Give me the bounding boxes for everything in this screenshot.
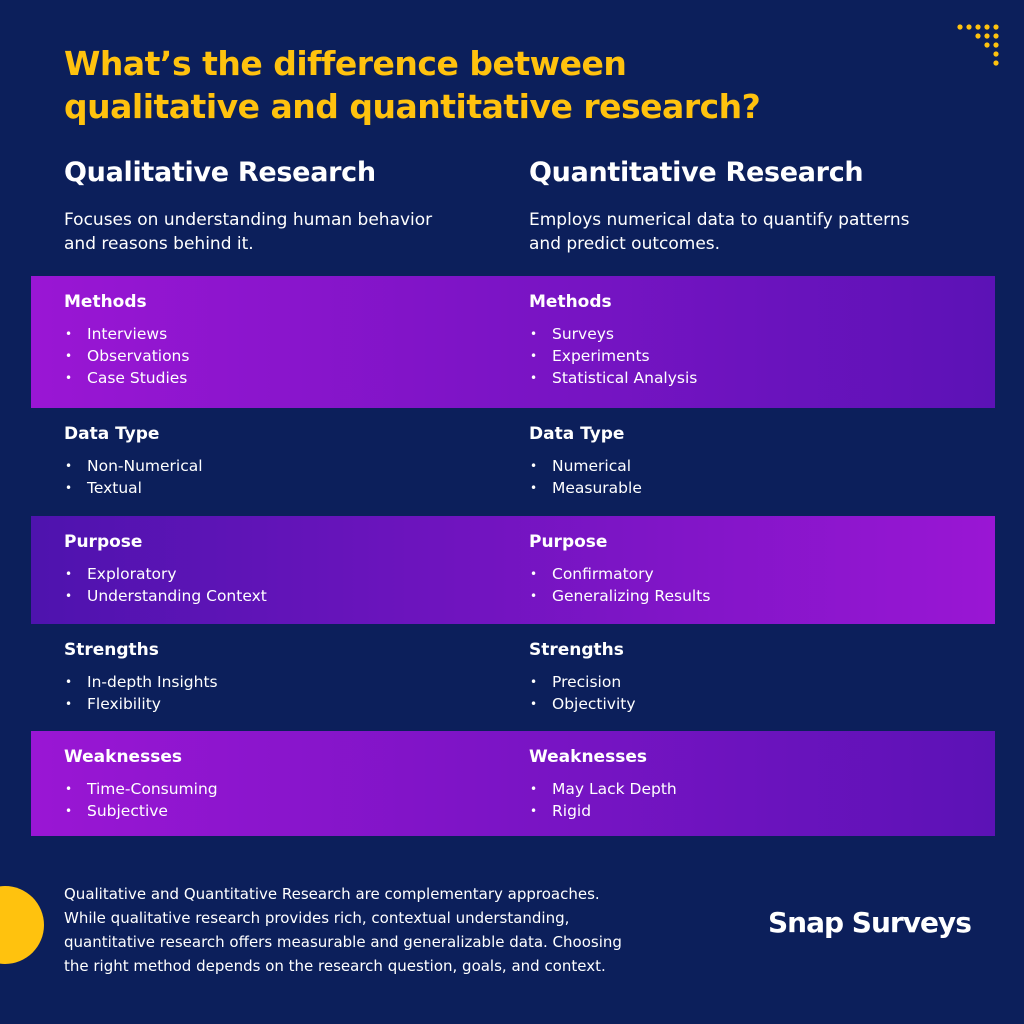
row-label: Purpose (64, 532, 143, 552)
decor-circle (0, 886, 44, 964)
column-description: Focuses on understanding human behavior … (64, 210, 433, 254)
bullet-item: Confirmatory (530, 565, 654, 583)
bullet-item: Precision (530, 673, 621, 691)
row-label: Data Type (529, 424, 625, 444)
bullet-item: Measurable (530, 479, 642, 497)
bullet-item: Surveys (530, 325, 614, 343)
row-label: Weaknesses (64, 747, 182, 767)
decor-dots (957, 24, 999, 66)
bullet-item: Statistical Analysis (530, 369, 697, 387)
row-label: Data Type (64, 424, 160, 444)
bullet-item: Generalizing Results (530, 587, 710, 605)
bullet-item: Exploratory (65, 565, 176, 583)
bullet-item: Textual (65, 479, 142, 497)
column-description: Employs numerical data to quantify patte… (529, 210, 910, 254)
footer-text: Qualitative and Quantitative Research ar… (64, 885, 622, 975)
bullet-item: Objectivity (530, 695, 635, 713)
title: What’s the difference between qualitativ… (64, 44, 761, 126)
row-label: Methods (64, 292, 147, 312)
bullet-item: Rigid (530, 802, 591, 820)
row-label: Strengths (529, 640, 624, 660)
row-label: Purpose (529, 532, 608, 552)
column-heading: Qualitative Research (64, 157, 376, 188)
bullet-item: Experiments (530, 347, 650, 365)
bullet-item: In-depth Insights (65, 673, 218, 691)
row-label: Methods (529, 292, 612, 312)
bullet-item: Flexibility (65, 695, 161, 713)
row-label: Strengths (64, 640, 159, 660)
row-band (31, 276, 995, 408)
bullet-item: Case Studies (65, 369, 187, 387)
bullet-item: Interviews (65, 325, 167, 343)
bullet-item: Observations (65, 347, 190, 365)
bullet-item: Time-Consuming (65, 780, 218, 798)
bullet-item: Subjective (65, 802, 168, 820)
column-heading: Quantitative Research (529, 157, 864, 188)
logo: Snap Surveys (768, 906, 972, 939)
bullet-item: Non-Numerical (65, 457, 202, 475)
row-label: Weaknesses (529, 747, 647, 767)
row-band (31, 516, 995, 624)
bullet-item: Understanding Context (65, 587, 267, 605)
bullet-item: May Lack Depth (530, 780, 677, 798)
bullet-item: Numerical (530, 457, 631, 475)
